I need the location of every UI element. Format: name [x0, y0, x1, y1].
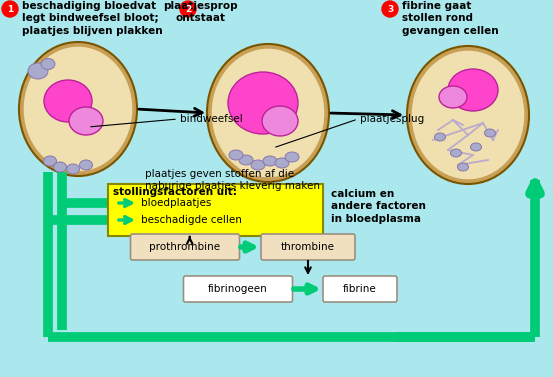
Ellipse shape — [262, 106, 298, 136]
Text: stollingsfactoren uit:: stollingsfactoren uit: — [113, 187, 237, 197]
Text: beschadiging bloedvat
legt bindweefsel bloot;
plaatjes blijven plakken: beschadiging bloedvat legt bindweefsel b… — [22, 1, 163, 36]
Text: thrombine: thrombine — [281, 242, 335, 252]
Ellipse shape — [44, 156, 56, 166]
Ellipse shape — [439, 86, 467, 108]
Ellipse shape — [229, 150, 243, 160]
Text: plaatjes geven stoffen af die
naburige plaatjes kleverig maken: plaatjes geven stoffen af die naburige p… — [145, 169, 320, 192]
Ellipse shape — [285, 152, 299, 162]
Text: fibrinogeen: fibrinogeen — [208, 284, 268, 294]
Text: beschadigde cellen: beschadigde cellen — [141, 215, 242, 225]
FancyBboxPatch shape — [323, 276, 397, 302]
Ellipse shape — [19, 42, 137, 176]
Ellipse shape — [23, 46, 133, 172]
Text: plaatjesplug: plaatjesplug — [360, 114, 424, 124]
Ellipse shape — [28, 63, 48, 79]
Ellipse shape — [41, 58, 55, 69]
Text: 1: 1 — [7, 5, 13, 14]
Ellipse shape — [484, 129, 495, 137]
Circle shape — [180, 1, 196, 17]
Ellipse shape — [435, 133, 446, 141]
Ellipse shape — [451, 149, 462, 157]
Circle shape — [2, 1, 18, 17]
Ellipse shape — [407, 46, 529, 184]
FancyBboxPatch shape — [108, 184, 323, 236]
Text: bloedplaatjes: bloedplaatjes — [141, 198, 211, 208]
Text: bindweefsel: bindweefsel — [180, 114, 243, 124]
Ellipse shape — [54, 162, 66, 172]
Ellipse shape — [80, 160, 92, 170]
Text: fibrine gaat
stollen rond
gevangen cellen: fibrine gaat stollen rond gevangen celle… — [402, 1, 499, 36]
Ellipse shape — [263, 156, 277, 166]
Ellipse shape — [275, 158, 289, 168]
Ellipse shape — [251, 160, 265, 170]
Ellipse shape — [66, 164, 80, 174]
Ellipse shape — [457, 163, 468, 171]
Text: prothrombine: prothrombine — [149, 242, 221, 252]
Ellipse shape — [44, 80, 92, 122]
Text: fibrine: fibrine — [343, 284, 377, 294]
FancyBboxPatch shape — [261, 234, 355, 260]
Text: 2: 2 — [185, 5, 191, 14]
Ellipse shape — [69, 107, 103, 135]
Circle shape — [382, 1, 398, 17]
Text: 3: 3 — [387, 5, 393, 14]
Text: calcium en
andere factoren
in bloedplasma: calcium en andere factoren in bloedplasm… — [331, 189, 426, 224]
FancyBboxPatch shape — [184, 276, 293, 302]
Ellipse shape — [239, 155, 253, 165]
Ellipse shape — [411, 50, 525, 180]
Text: plaatjesprop
ontstaat: plaatjesprop ontstaat — [163, 1, 237, 23]
Ellipse shape — [228, 72, 298, 134]
Ellipse shape — [448, 69, 498, 111]
Ellipse shape — [211, 48, 325, 178]
Ellipse shape — [471, 143, 482, 151]
FancyBboxPatch shape — [131, 234, 239, 260]
Ellipse shape — [207, 44, 329, 182]
